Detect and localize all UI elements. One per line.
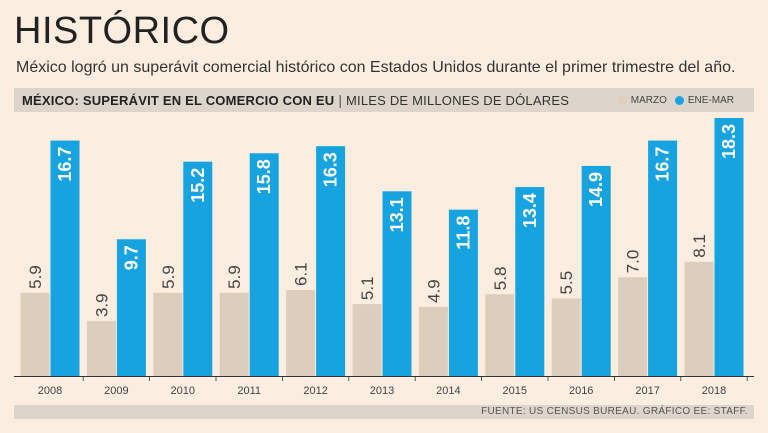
data-label-marzo-2011: 5.9 [225,265,244,289]
legend-label-marzo: MARZO [630,94,667,106]
page-subtitle: México logró un superávit comercial hist… [16,59,736,76]
x-tick-label-2008: 2008 [38,385,62,397]
data-label-marzo-2009: 3.9 [92,293,111,317]
data-label-marzo-2013: 5.1 [358,276,377,300]
chart-title: MÉXICO: SUPERÁVIT EN EL COMERCIO CON EU [22,92,335,108]
bar-ene-mar-2009 [116,239,146,376]
data-label-ene-mar-2014: 11.8 [453,216,473,250]
x-tick-label-2014: 2014 [436,385,460,397]
data-label-ene-mar-2016: 14.9 [586,172,606,207]
bar-ene-mar-2018 [714,118,744,376]
bar-ene-mar-2014 [448,209,478,376]
data-label-ene-mar-2011: 15.8 [254,159,274,194]
source-footer: FUENTE: US CENSUS BUREAU. GRÁFICO EE: ST… [14,405,754,419]
data-label-marzo-2016: 5.5 [557,271,576,295]
source-text: FUENTE: US CENSUS BUREAU. GRÁFICO EE: ST… [481,406,748,417]
x-tick-label-2017: 2017 [635,385,659,397]
data-label-ene-mar-2012: 16.3 [321,152,341,187]
data-label-ene-mar-2009: 9.7 [121,245,141,270]
data-label-ene-mar-2017: 16.7 [653,147,673,182]
x-tick-label-2016: 2016 [569,385,593,397]
legend-label-ene-mar: ENE-MAR [687,94,734,106]
data-label-marzo-2018: 8.1 [690,234,709,258]
page-title: HISTÓRICO [14,10,230,52]
data-label-marzo-2010: 5.9 [159,265,178,289]
chart-unit-label: MILES DE MILLONES DE DÓLARES [346,92,570,108]
legend-swatch-marzo [617,95,627,105]
bar-marzo-2009 [86,321,116,376]
chart-header-bar: MÉXICO: SUPERÁVIT EN EL COMERCIO CON EU … [14,88,754,112]
data-label-ene-mar-2008: 16.7 [55,147,75,182]
x-tick-label-2015: 2015 [503,385,527,397]
data-label-marzo-2015: 5.8 [491,267,510,291]
data-label-ene-mar-2013: 13.1 [387,197,407,232]
x-tick-label-2012: 2012 [303,385,327,397]
bar-marzo-2012 [286,290,316,376]
data-label-marzo-2017: 7.0 [624,250,643,274]
bar-marzo-2017 [618,277,648,376]
data-label-marzo-2014: 4.9 [424,279,443,303]
x-tick-label-2013: 2013 [370,385,394,397]
bar-ene-mar-2013 [382,191,412,376]
bar-ene-mar-2015 [515,187,545,376]
bar-ene-mar-2017 [648,140,678,376]
header-separator: | [338,92,343,108]
data-label-ene-mar-2018: 18.3 [719,124,739,159]
bar-marzo-2008 [20,292,50,376]
bar-marzo-2013 [352,304,382,376]
bar-marzo-2011 [219,292,249,376]
bar-ene-mar-2016 [581,165,611,376]
x-tick-label-2010: 2010 [171,385,195,397]
x-tick-label-2018: 2018 [702,385,726,397]
bar-ene-mar-2011 [249,153,279,376]
data-label-ene-mar-2010: 15.2 [188,168,208,203]
legend-swatch-ene-mar [674,95,684,105]
data-label-marzo-2008: 5.9 [26,265,45,289]
bar-marzo-2018 [684,261,714,376]
legend-item-marzo: MARZO [617,94,667,106]
bar-marzo-2015 [485,294,515,376]
bar-marzo-2014 [418,306,448,376]
x-tick-label-2011: 2011 [237,385,261,397]
data-label-ene-mar-2015: 13.4 [520,193,540,228]
bar-marzo-2016 [551,298,581,376]
legend-item-ene-mar: ENE-MAR [674,94,734,106]
bar-ene-mar-2012 [316,146,346,376]
bar-ene-mar-2008 [50,140,80,376]
x-tick-label-2009: 2009 [104,385,128,397]
bar-ene-mar-2010 [183,161,213,376]
data-label-marzo-2012: 6.1 [292,262,311,286]
chart-legend: MARZO ENE-MAR [617,88,734,112]
bar-marzo-2010 [153,292,183,376]
